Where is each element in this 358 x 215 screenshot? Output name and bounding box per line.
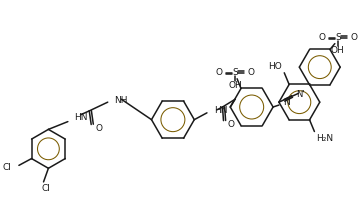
Text: HN: HN xyxy=(74,113,87,122)
Text: Cl: Cl xyxy=(2,163,11,172)
Text: O: O xyxy=(248,68,255,77)
Text: O: O xyxy=(318,33,325,42)
Text: O: O xyxy=(95,124,102,133)
Text: O: O xyxy=(350,33,357,42)
Text: HN: HN xyxy=(214,106,227,115)
Text: H₂N: H₂N xyxy=(316,134,334,143)
Text: N': N' xyxy=(296,90,305,99)
Text: NH: NH xyxy=(115,96,128,105)
Text: OH: OH xyxy=(331,46,345,55)
Text: O: O xyxy=(227,120,234,129)
Text: S: S xyxy=(232,68,238,77)
Text: O: O xyxy=(216,68,223,77)
Text: N: N xyxy=(283,98,290,107)
Text: HO: HO xyxy=(268,62,282,71)
Text: S: S xyxy=(335,33,340,42)
Text: Cl: Cl xyxy=(41,184,50,193)
Text: OH: OH xyxy=(228,81,242,90)
